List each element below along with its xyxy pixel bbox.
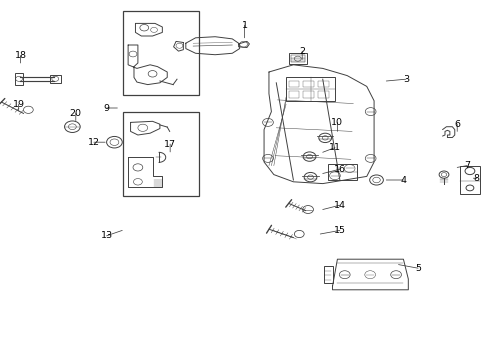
Text: 16: 16 xyxy=(333,165,345,174)
Text: 18: 18 xyxy=(15,51,26,60)
Text: 10: 10 xyxy=(331,118,343,127)
Bar xyxy=(317,81,328,87)
Bar xyxy=(303,91,313,98)
Text: 5: 5 xyxy=(414,264,420,273)
Bar xyxy=(317,91,328,98)
Text: 9: 9 xyxy=(103,104,109,113)
Bar xyxy=(288,81,299,87)
Bar xyxy=(327,164,356,180)
Bar xyxy=(459,166,479,194)
Bar xyxy=(290,55,304,62)
Text: 1: 1 xyxy=(241,21,247,30)
Text: 14: 14 xyxy=(333,201,345,210)
Bar xyxy=(123,112,199,196)
Text: 19: 19 xyxy=(13,100,24,109)
Text: 7: 7 xyxy=(463,161,469,170)
Bar xyxy=(303,81,313,87)
Text: 4: 4 xyxy=(400,176,406,185)
Text: 8: 8 xyxy=(473,174,479,183)
Text: 2: 2 xyxy=(299,47,305,56)
Bar xyxy=(123,11,199,95)
Text: 3: 3 xyxy=(402,75,408,84)
Text: 12: 12 xyxy=(88,138,100,147)
Text: 6: 6 xyxy=(453,120,459,129)
Text: 15: 15 xyxy=(333,226,345,235)
Bar xyxy=(50,75,61,83)
Bar xyxy=(288,91,299,98)
Bar xyxy=(323,266,332,283)
Text: 11: 11 xyxy=(328,143,340,152)
Bar xyxy=(288,53,306,64)
Text: 17: 17 xyxy=(164,140,176,149)
Text: 13: 13 xyxy=(101,231,112,240)
Bar xyxy=(285,77,334,101)
Text: 20: 20 xyxy=(70,109,81,118)
Bar xyxy=(15,73,23,85)
